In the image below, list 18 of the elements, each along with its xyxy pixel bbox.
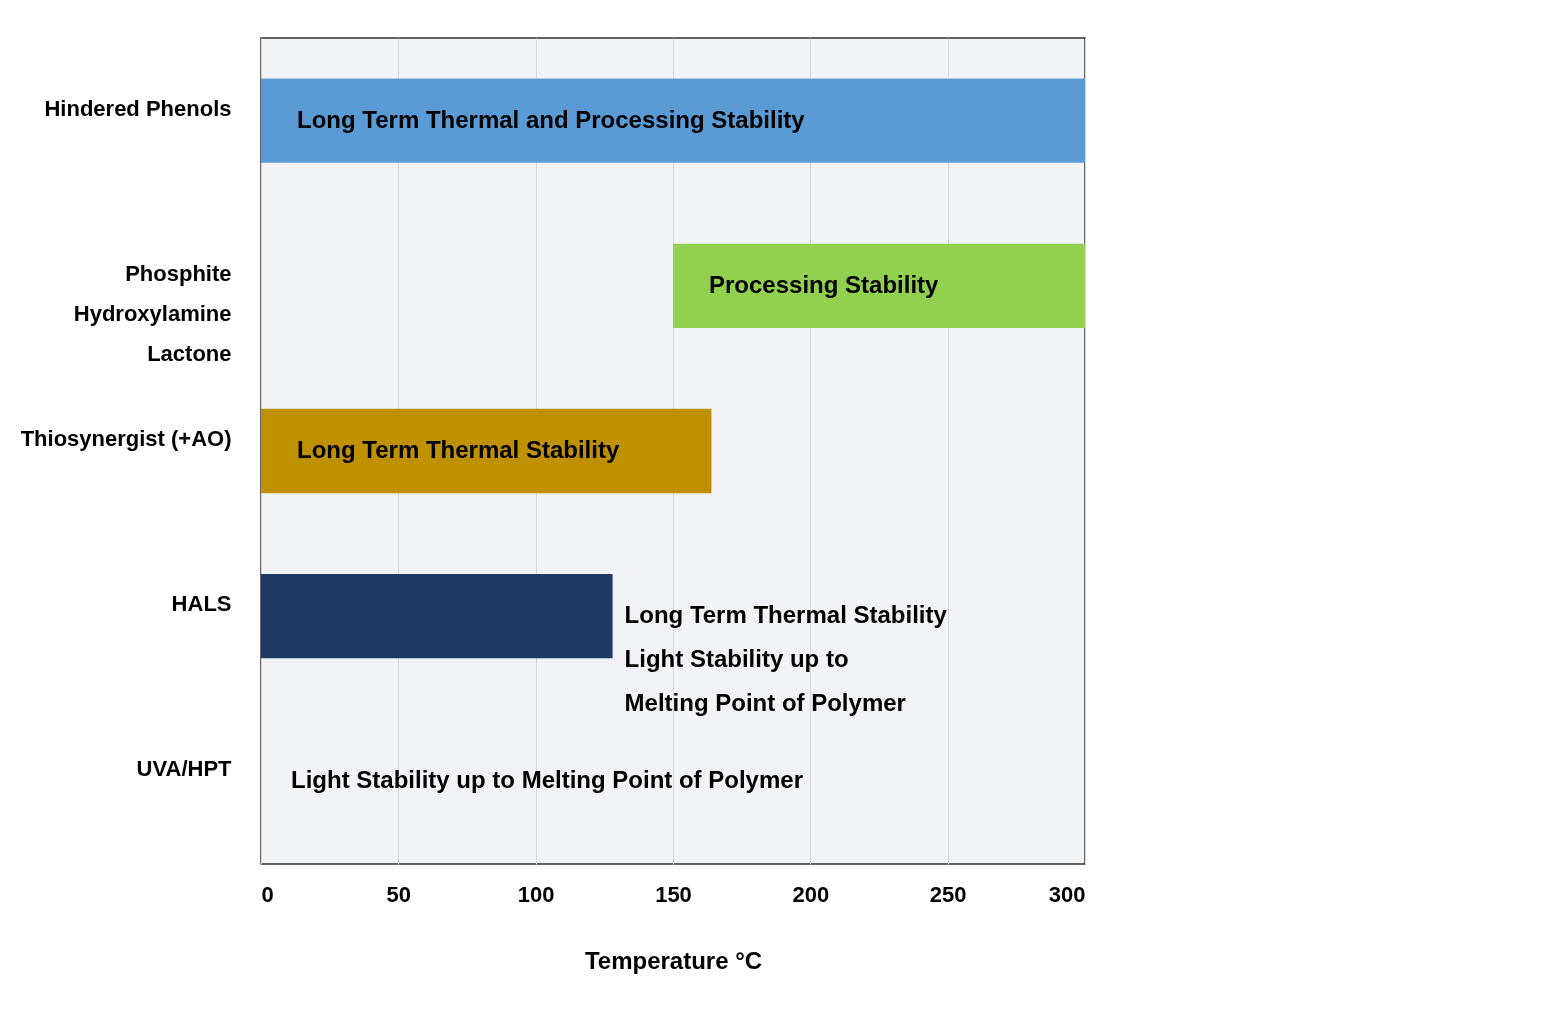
x-tick-label: 100: [517, 881, 555, 907]
x-tick-label: 150: [655, 881, 692, 907]
annotation: Long Term Thermal Stability: [297, 436, 620, 463]
x-tick-label: 250: [929, 881, 967, 907]
x-axis-title: Temperature °C: [584, 946, 763, 974]
x-tick-label: 0: [261, 881, 274, 907]
annotation: Processing Stability: [709, 270, 940, 298]
y-tick-label: Phosphite Hydroxylamine Lactone: [73, 260, 232, 366]
x-tick-label: 50: [386, 881, 412, 907]
annotation: Long Term Thermal Stability Light Stability up to Melting Point of Polymer: [624, 601, 948, 717]
y-tick-label: Thiosynergist (+AO): [20, 426, 232, 451]
annotation: Long Term Thermal and Processing Stability: [297, 105, 806, 133]
x-tick-label: 300: [1048, 881, 1086, 907]
x-tick-label: 200: [792, 881, 830, 907]
y-tick-label: Hindered Phenols: [44, 95, 232, 121]
y-tick-label: UVA/HPT: [136, 756, 233, 782]
annotation: Light Stability up to Melting Point of Polymer: [291, 766, 803, 794]
y-tick-label: HALS: [171, 591, 232, 617]
